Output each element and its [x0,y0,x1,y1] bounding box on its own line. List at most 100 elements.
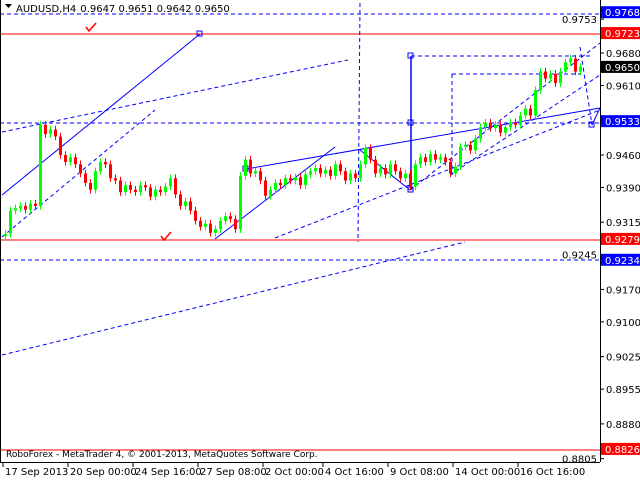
candle-body [384,167,387,175]
candle [244,155,247,180]
candle-body [49,129,52,135]
candle-body [434,154,437,160]
candle [199,217,202,231]
candle [564,58,567,76]
candle-body [34,203,37,206]
price-label-blue: 0.9234 [601,253,640,267]
candle-body [484,122,487,128]
candle [449,158,452,178]
candle [29,199,32,214]
candle [519,111,522,129]
candle-body [259,171,262,181]
candle [104,158,107,168]
time-tick-label: 20 Sep 00:00 [70,467,137,478]
price-label-blue: 0.9768 [601,6,640,19]
candle [64,151,67,166]
trendline [449,74,601,176]
candle [569,54,572,66]
candle [434,150,437,164]
candle-body [554,73,557,84]
candle-body [319,167,322,174]
candle [44,121,47,138]
candle [234,215,237,233]
candle [474,135,477,155]
candle-body [234,218,237,230]
candle-body [299,177,302,186]
candle-body [479,127,482,139]
time-tick-label: 4 Oct 16:00 [325,467,384,478]
candle [484,118,487,131]
candle-body [269,189,272,196]
candle-body [119,180,122,193]
candle-body [129,185,132,190]
price-label-text: 0.9768 [605,8,640,19]
candle-body [124,185,127,193]
candle [264,176,267,200]
candle-body [199,220,202,227]
candle-body [229,216,232,219]
candle [329,166,332,180]
candle-body [374,159,377,174]
candle-body [564,62,567,72]
candle-body [429,154,432,162]
candle [379,164,382,178]
candle-body [24,205,27,210]
candle [304,170,307,189]
candle [314,164,317,175]
candle [384,164,387,179]
candle [89,179,92,194]
candle-body [359,164,362,179]
candle [94,167,97,194]
candle [184,197,187,210]
candle [399,167,402,182]
candle [334,160,337,180]
time-tick-label: 27 Sep 08:00 [200,467,267,478]
candle [479,123,482,143]
candle [554,70,557,87]
candle [534,86,537,120]
price-tick-label: 0.8955 [606,385,640,396]
candle [299,173,302,189]
trendline [274,109,601,239]
candle-body [364,148,367,165]
candle-body [514,122,517,125]
candle [204,219,207,231]
candle [544,67,547,83]
candle [349,169,352,185]
candle-body [224,216,227,221]
candle-body [454,166,457,174]
time-tick-label: 14 Oct 00:00 [455,467,520,478]
candle [409,169,412,191]
trendline [1,241,466,356]
candle-body [219,220,222,230]
candle-body [144,185,147,188]
candle-body [529,108,532,116]
price-tick-label: 0.9753 [562,15,597,26]
candle [529,104,532,120]
candle [509,118,512,131]
candle [124,181,127,196]
anchor-handle [588,121,595,128]
candle [439,153,442,164]
candle [189,197,192,215]
candle [319,164,322,178]
candle [324,166,327,178]
trendlines [1,2,601,356]
candle [294,173,297,185]
copyright-text: RoboForex - MetaTrader 4, © 2001-2013, M… [6,450,318,460]
candle [14,204,17,215]
candle [499,121,502,137]
candle-body [134,189,137,193]
price-label-text: 0.9650 [605,63,640,74]
candle-body [494,124,497,129]
candle-body [444,157,447,162]
candle-body [109,164,112,179]
candle-body [509,122,512,128]
candle [419,153,422,168]
candle [174,174,177,199]
candle [424,153,427,166]
candle [284,174,287,189]
candle-body [64,154,67,162]
candle-body [74,157,77,165]
